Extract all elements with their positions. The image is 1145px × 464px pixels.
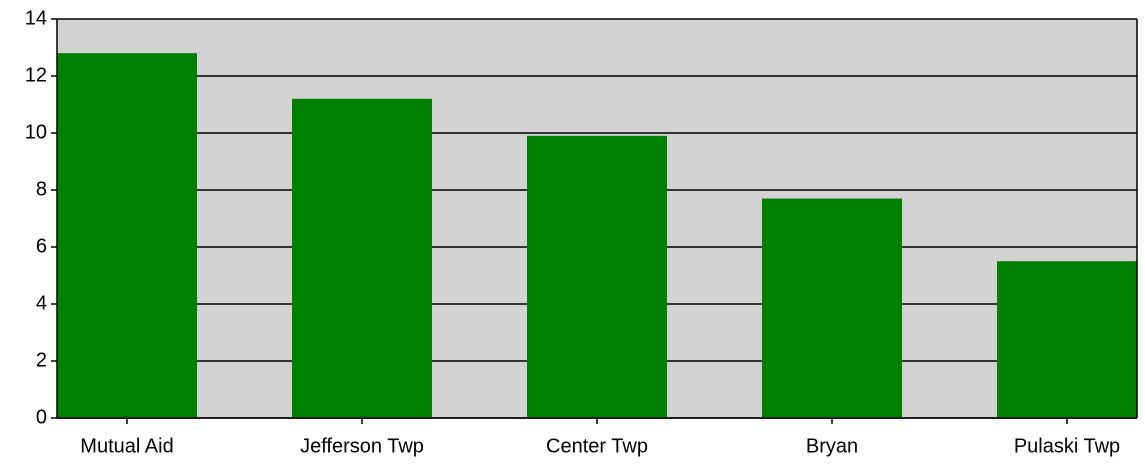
y-tick-label: 12	[25, 64, 47, 86]
y-tick-label: 6	[36, 235, 47, 257]
bar	[292, 98, 432, 419]
y-tick-label: 4	[36, 292, 47, 314]
bar	[762, 198, 902, 418]
bar	[527, 135, 667, 418]
x-tick-label: Center Twp	[546, 435, 648, 457]
y-tick-label: 0	[36, 406, 47, 428]
x-tick-label: Bryan	[806, 435, 858, 457]
y-tick-label: 10	[25, 121, 47, 143]
x-tick-label: Jefferson Twp	[300, 435, 424, 457]
y-tick-label: 8	[36, 178, 47, 200]
y-tick-label: 2	[36, 349, 47, 371]
x-tick-label: Mutual Aid	[80, 435, 173, 457]
y-tick-label: 14	[25, 7, 47, 29]
x-tick-label: Pulaski Twp	[1014, 435, 1120, 457]
bar	[57, 53, 197, 418]
bar	[997, 261, 1137, 418]
